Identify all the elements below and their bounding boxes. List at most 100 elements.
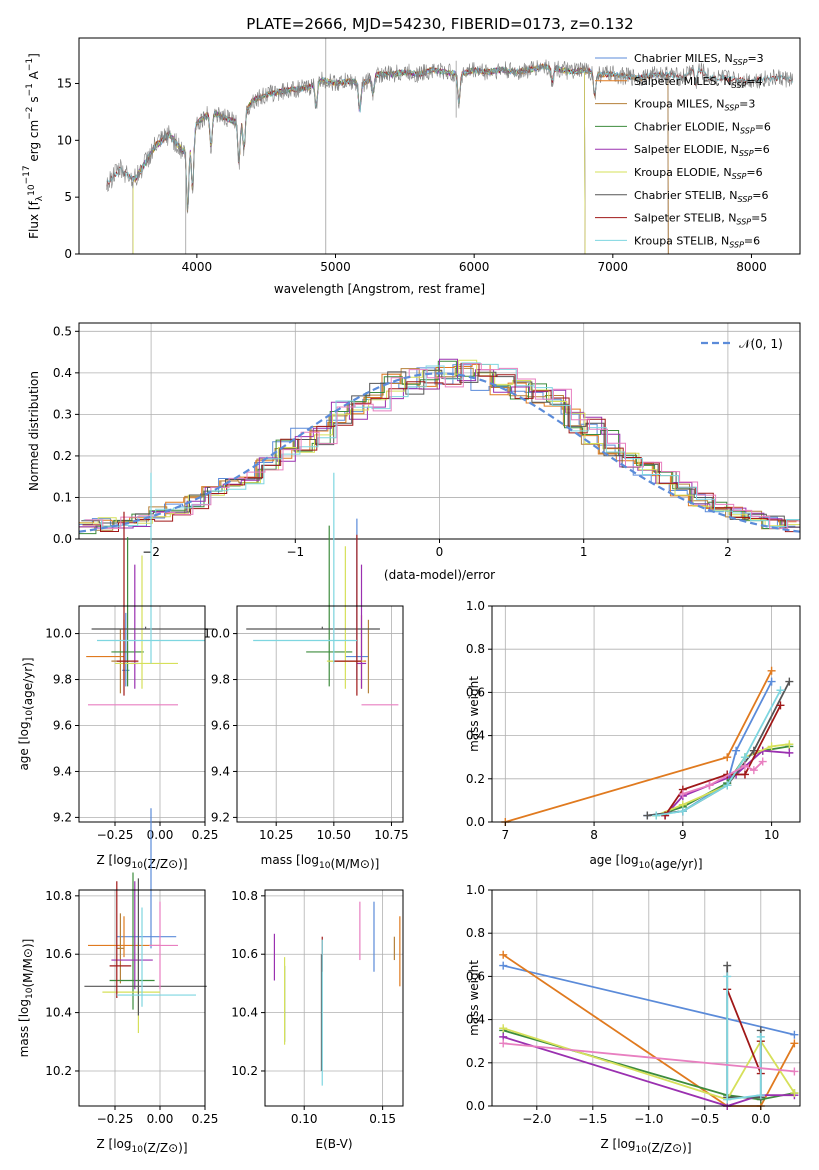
x-tick-label: 7000 xyxy=(598,260,629,274)
x-tick-label: 8 xyxy=(590,828,598,842)
x-axis-label: Z [log10(Z/Z⊙)] xyxy=(96,853,187,871)
legend-entry: Chabrier ELODIE, NSSP=6 xyxy=(634,120,771,135)
y-tick-label: 10.4 xyxy=(45,1006,72,1020)
x-tick-label: 7 xyxy=(501,828,509,842)
mass-weight-point xyxy=(652,811,661,820)
y-tick-label: 0.6 xyxy=(466,969,485,983)
normal-curve xyxy=(78,372,801,533)
mass-weight-point xyxy=(723,753,732,762)
mass-weight-point xyxy=(723,781,732,790)
y-tick-label: 10.8 xyxy=(45,889,72,903)
x-tick-label: 8000 xyxy=(736,260,767,274)
mass-weight-point xyxy=(740,761,749,770)
mass-weight-point xyxy=(705,781,714,790)
mass-weight-point xyxy=(790,1067,799,1076)
axes-frame xyxy=(78,605,206,823)
x-tick-label: 1 xyxy=(580,545,588,559)
mass-weight-panel: −2.0 −1.5 −1.0 −0.5 0.0 0.0 0.2 0.4 0.6 0.8 1.0 Z [… xyxy=(466,883,801,1155)
y-tick-label: 9.2 xyxy=(211,810,230,824)
y-tick-label: 5 xyxy=(64,190,72,204)
y-tick-label: 0.2 xyxy=(53,449,72,463)
legend-entry: Salpeter MILES, NSSP=4 xyxy=(634,75,763,90)
legend-entry: 𝒩(0, 1) xyxy=(739,337,783,351)
errorbar-panel: 10.25 10.50 10.75 9.2 9.4 9.6 9.8 10.0 mass [log… xyxy=(203,472,409,871)
y-tick-label: 0.8 xyxy=(466,642,485,656)
x-tick-label: −0.25 xyxy=(97,828,134,842)
legend-entry: Salpeter ELODIE, NSSP=6 xyxy=(634,143,770,158)
x-axis-label: age [log10(age/yr)] xyxy=(589,853,702,871)
mass-weight-point xyxy=(785,677,794,686)
y-tick-label: 9.6 xyxy=(211,718,230,732)
x-tick-label: 9 xyxy=(679,828,687,842)
errorbar-panel: 0.10 0.15 10.2 10.4 10.6 10.8 E(B-V) xyxy=(231,889,404,1151)
mass-weight-point xyxy=(678,807,687,816)
spectrum-series xyxy=(106,59,794,214)
legend-entry: Chabrier MILES, NSSP=3 xyxy=(634,52,764,67)
mass-weight-point xyxy=(643,811,652,820)
legend-entry: Salpeter STELIB, NSSP=5 xyxy=(634,212,767,227)
mass-weight-point xyxy=(723,1095,732,1104)
x-tick-label: −1 xyxy=(286,545,304,559)
y-tick-label: 10.4 xyxy=(231,1006,258,1020)
mass-weight-point xyxy=(740,753,749,762)
y-tick-label: 10 xyxy=(57,133,72,147)
y-tick-label: 9.6 xyxy=(53,718,72,732)
y-tick-label: 15 xyxy=(57,76,72,90)
y-tick-label: 10.0 xyxy=(45,627,72,641)
mass-weight-point xyxy=(499,961,508,970)
y-tick-label: 0.0 xyxy=(466,1099,485,1113)
y-tick-label: 10.8 xyxy=(231,889,258,903)
x-tick-label: 0.00 xyxy=(147,1112,174,1126)
axes-frame xyxy=(264,889,404,1107)
x-tick-label: 0 xyxy=(436,545,444,559)
mass-weight-point xyxy=(776,686,785,695)
axes-frame xyxy=(491,889,801,1107)
x-tick-label: 0.25 xyxy=(192,1112,219,1126)
mass-weight-line xyxy=(502,1027,796,1101)
mass-weight-point xyxy=(499,1024,508,1033)
y-axis-label: age [log10(age/yr)] xyxy=(17,657,35,770)
x-tick-label: 2 xyxy=(724,545,732,559)
histogram-step xyxy=(84,363,800,529)
histogram-step xyxy=(79,358,800,529)
y-tick-label: 1.0 xyxy=(466,883,485,897)
x-axis-label: mass [log10(M/M⊙)] xyxy=(261,853,380,871)
y-tick-label: 0 xyxy=(64,247,72,261)
x-tick-label: −0.25 xyxy=(97,1112,134,1126)
mass-weight-point xyxy=(499,1039,508,1048)
y-tick-label: 10.2 xyxy=(231,1064,258,1078)
x-tick-label: 5000 xyxy=(320,260,351,274)
mass-weight-point xyxy=(749,766,758,775)
legend-entry: Kroupa ELODIE, NSSP=6 xyxy=(634,166,763,181)
x-tick-label: −1.5 xyxy=(578,1112,607,1126)
x-tick-label: −1.0 xyxy=(634,1112,663,1126)
y-axis-label: mass [log10(M/M⊙)] xyxy=(17,939,35,1058)
mass-weight-point xyxy=(785,748,794,757)
mass-weight-panel: 7 8 9 10 0.0 0.2 0.4 0.6 0.8 1.0 age [log10(age/yr… xyxy=(466,599,801,871)
axes-frame xyxy=(491,605,801,823)
axes-frame xyxy=(78,37,801,255)
y-tick-label: 10.6 xyxy=(231,947,258,961)
x-tick-label: 0.0 xyxy=(751,1112,770,1126)
x-tick-label: 4000 xyxy=(182,260,213,274)
x-tick-label: 0.15 xyxy=(369,1112,396,1126)
mass-weight-point xyxy=(790,1030,799,1039)
x-tick-label: 0.00 xyxy=(147,828,174,842)
histogram-step xyxy=(82,362,800,533)
y-tick-label: 0.2 xyxy=(466,1056,485,1070)
mass-weight-point xyxy=(758,757,767,766)
y-tick-label: 0.0 xyxy=(53,532,72,546)
figure-title: PLATE=2666, MJD=54230, FIBERID=0173, z=0… xyxy=(246,15,633,33)
y-tick-label: 0.2 xyxy=(466,772,485,786)
mass-weight-point xyxy=(723,961,732,970)
x-tick-label: 0.10 xyxy=(291,1112,318,1126)
y-tick-label: 9.8 xyxy=(211,673,230,687)
mass-weight-point xyxy=(790,1039,799,1048)
legend-entry: Chabrier STELIB, NSSP=6 xyxy=(634,189,768,204)
x-axis-label: Z [log10(Z/Z⊙)] xyxy=(600,1137,691,1155)
y-tick-label: 9.2 xyxy=(53,810,72,824)
y-tick-label: 0.4 xyxy=(53,366,72,380)
mass-weight-point xyxy=(723,972,732,981)
mass-weight-line xyxy=(503,1042,795,1073)
x-tick-label: 10.25 xyxy=(259,828,293,842)
